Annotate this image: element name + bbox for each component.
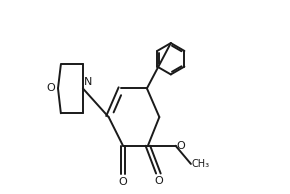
Text: O: O bbox=[154, 176, 163, 186]
Text: O: O bbox=[46, 83, 55, 93]
Text: N: N bbox=[84, 77, 92, 87]
Text: CH₃: CH₃ bbox=[192, 159, 210, 169]
Text: O: O bbox=[119, 177, 127, 187]
Text: O: O bbox=[177, 141, 185, 151]
